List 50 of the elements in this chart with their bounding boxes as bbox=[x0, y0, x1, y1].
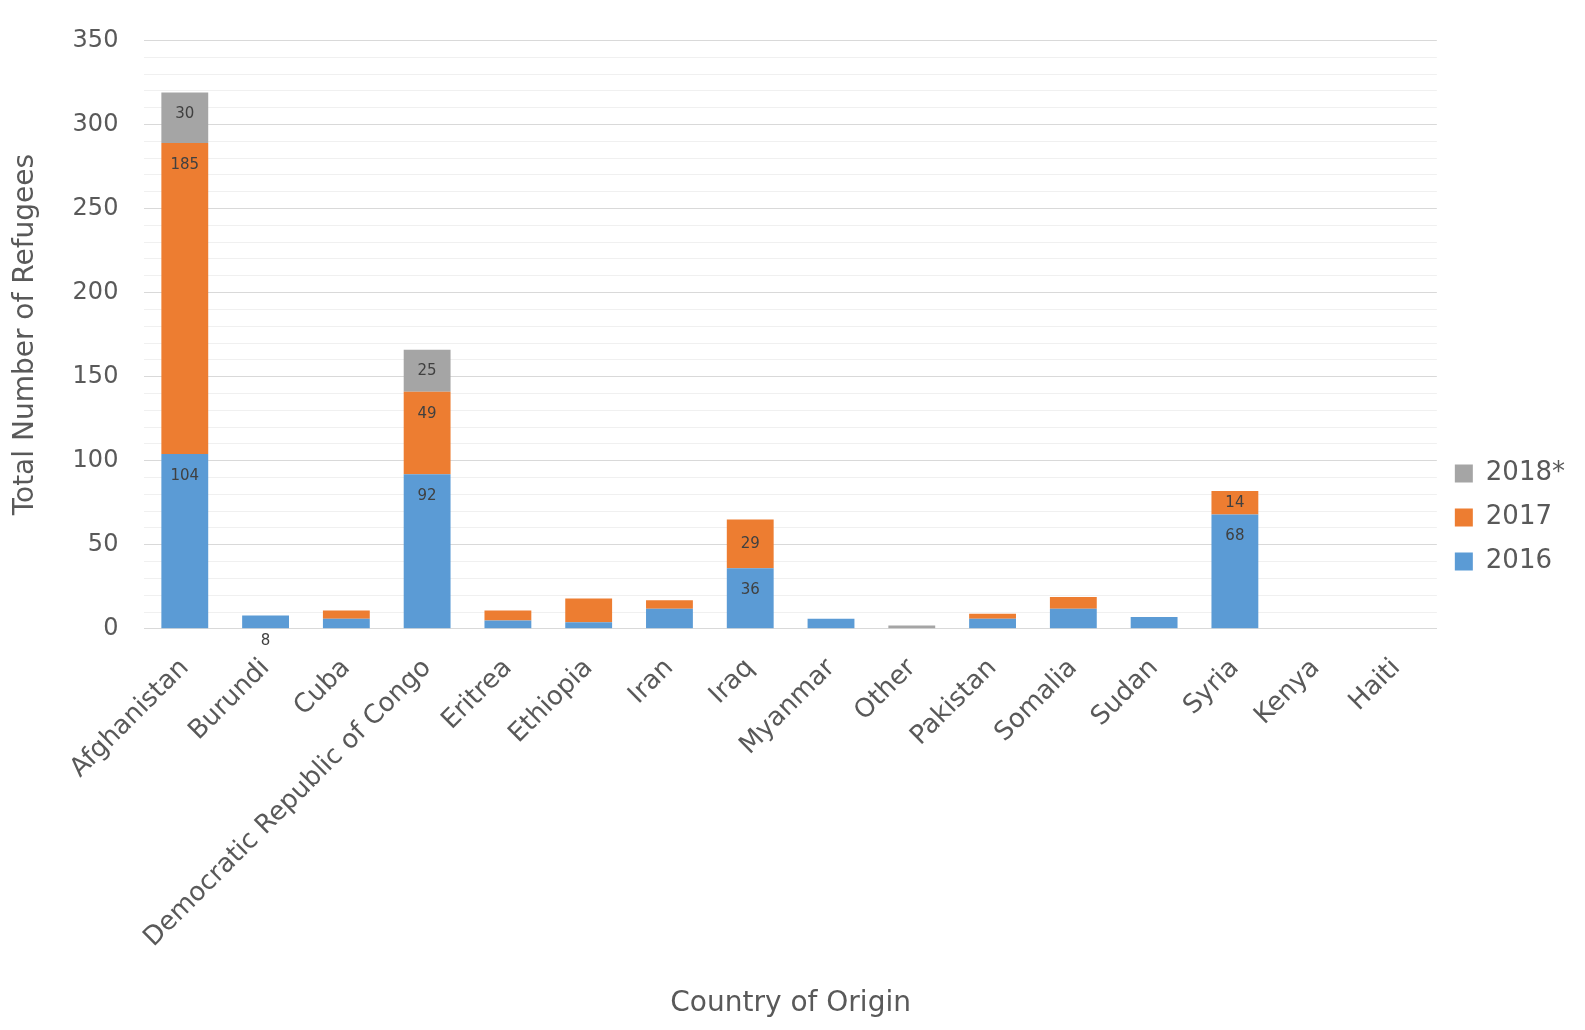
bar bbox=[1049, 596, 1097, 609]
bar bbox=[484, 610, 532, 621]
bar bbox=[1049, 608, 1097, 629]
bar bbox=[403, 391, 451, 475]
bar bbox=[565, 598, 613, 623]
bar bbox=[161, 92, 209, 143]
bar bbox=[403, 349, 451, 392]
x-tick-label: Iran bbox=[621, 651, 679, 709]
bar bbox=[161, 454, 209, 629]
bar bbox=[726, 568, 774, 629]
legend-label: 2018* bbox=[1485, 456, 1565, 487]
legend-label: 2016 bbox=[1485, 544, 1552, 575]
bar bbox=[726, 519, 774, 569]
bar bbox=[646, 608, 693, 629]
y-tick-label: 100 bbox=[72, 444, 119, 473]
bar bbox=[565, 622, 613, 629]
y-tick-label: 300 bbox=[72, 108, 119, 137]
bar bbox=[969, 613, 1016, 619]
data-label: 92 bbox=[417, 486, 437, 505]
data-label: 36 bbox=[740, 580, 760, 599]
data-label: 68 bbox=[1225, 526, 1245, 545]
data-label: 104 bbox=[170, 465, 200, 484]
y-tick-label: 0 bbox=[103, 613, 119, 642]
data-label: 185 bbox=[170, 154, 200, 173]
bar bbox=[322, 618, 370, 629]
bar bbox=[161, 142, 209, 455]
legend-label: 2017 bbox=[1485, 500, 1552, 531]
bar bbox=[1211, 514, 1259, 629]
data-label: 14 bbox=[1225, 492, 1245, 511]
data-label: 49 bbox=[417, 403, 437, 422]
data-label: 29 bbox=[740, 533, 760, 552]
x-axis-title: Country of Origin bbox=[670, 985, 911, 1019]
bar bbox=[1211, 491, 1259, 515]
y-tick-label: 200 bbox=[72, 276, 119, 305]
y-axis-title: Total Number of Refugees bbox=[7, 153, 41, 517]
bar bbox=[1130, 617, 1178, 629]
bar bbox=[322, 610, 370, 619]
data-label: 30 bbox=[175, 104, 195, 123]
bar bbox=[484, 620, 532, 629]
y-tick-label: 50 bbox=[87, 529, 119, 558]
y-tick-label: 150 bbox=[72, 360, 119, 389]
bar bbox=[969, 618, 1016, 629]
data-label: 8 bbox=[260, 630, 271, 649]
bar bbox=[403, 474, 451, 629]
bar bbox=[646, 600, 693, 609]
y-tick-label: 250 bbox=[72, 192, 119, 221]
y-tick-label: 350 bbox=[72, 24, 119, 53]
data-label: 25 bbox=[417, 360, 437, 379]
bar bbox=[807, 618, 855, 629]
bar bbox=[242, 615, 289, 629]
